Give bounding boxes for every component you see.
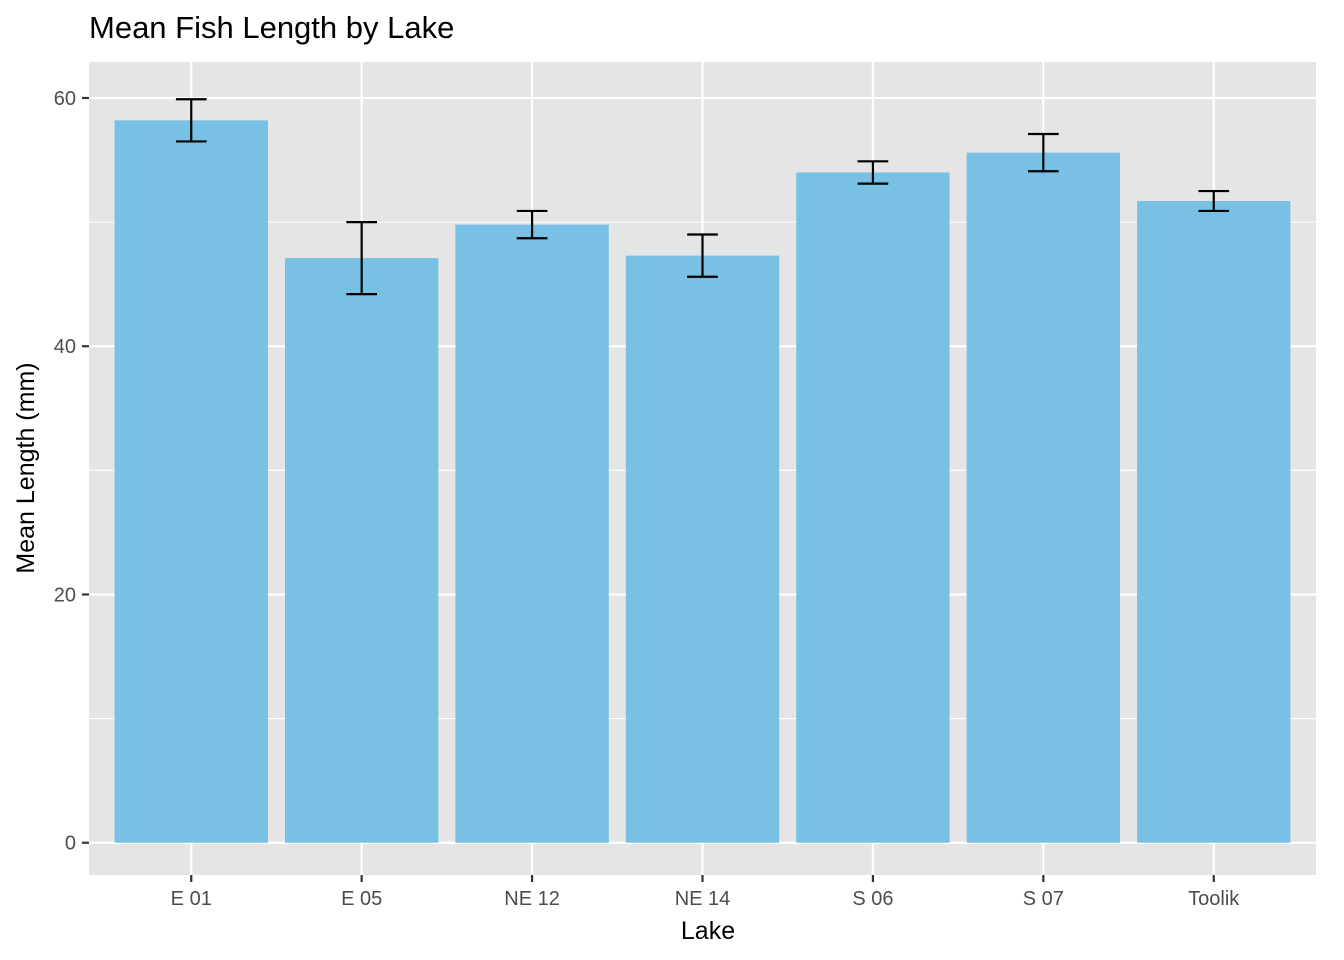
x-tick-label: S 07 [1023,888,1064,910]
y-tick-label: 60 [54,88,76,110]
x-tick-label: Toolik [1188,888,1240,910]
x-tick-label: NE 14 [675,888,731,910]
bar-toolik [1137,201,1291,843]
error-bar-s-06 [857,160,889,185]
x-axis-title: Lake [681,917,735,945]
x-tick-label: E 05 [341,888,382,910]
error-bars [175,98,1230,296]
y-axis: 0 20 40 60 [54,88,89,855]
x-tick-label: E 01 [171,888,212,910]
error-bar-ne-12 [516,209,548,240]
error-bar-toolik [1198,189,1230,213]
bars [114,120,1291,843]
error-bar-ne-14 [687,233,718,278]
y-tick-label: 0 [65,833,76,855]
bar-ne-12 [455,224,609,843]
x-axis: E 01 E 05 NE 12 NE 14 S 06 S 07 Toolik [171,875,1240,910]
bar-s-07 [966,152,1121,843]
bar-ne-14 [625,255,780,843]
error-bar-s-07 [1027,132,1059,173]
error-bar-e-01 [175,98,207,143]
bar-e-05 [284,258,439,843]
y-tick-label: 40 [54,336,76,358]
chart-title: Mean Fish Length by Lake [89,10,454,45]
bar-s-06 [796,172,950,843]
bar-e-01 [114,120,268,843]
y-axis-title: Mean Length (mm) [12,362,40,573]
x-tick-label: NE 12 [504,888,560,910]
y-tick-label: 20 [54,584,76,606]
error-bar-e-05 [346,221,378,296]
x-tick-label: S 06 [852,888,893,910]
